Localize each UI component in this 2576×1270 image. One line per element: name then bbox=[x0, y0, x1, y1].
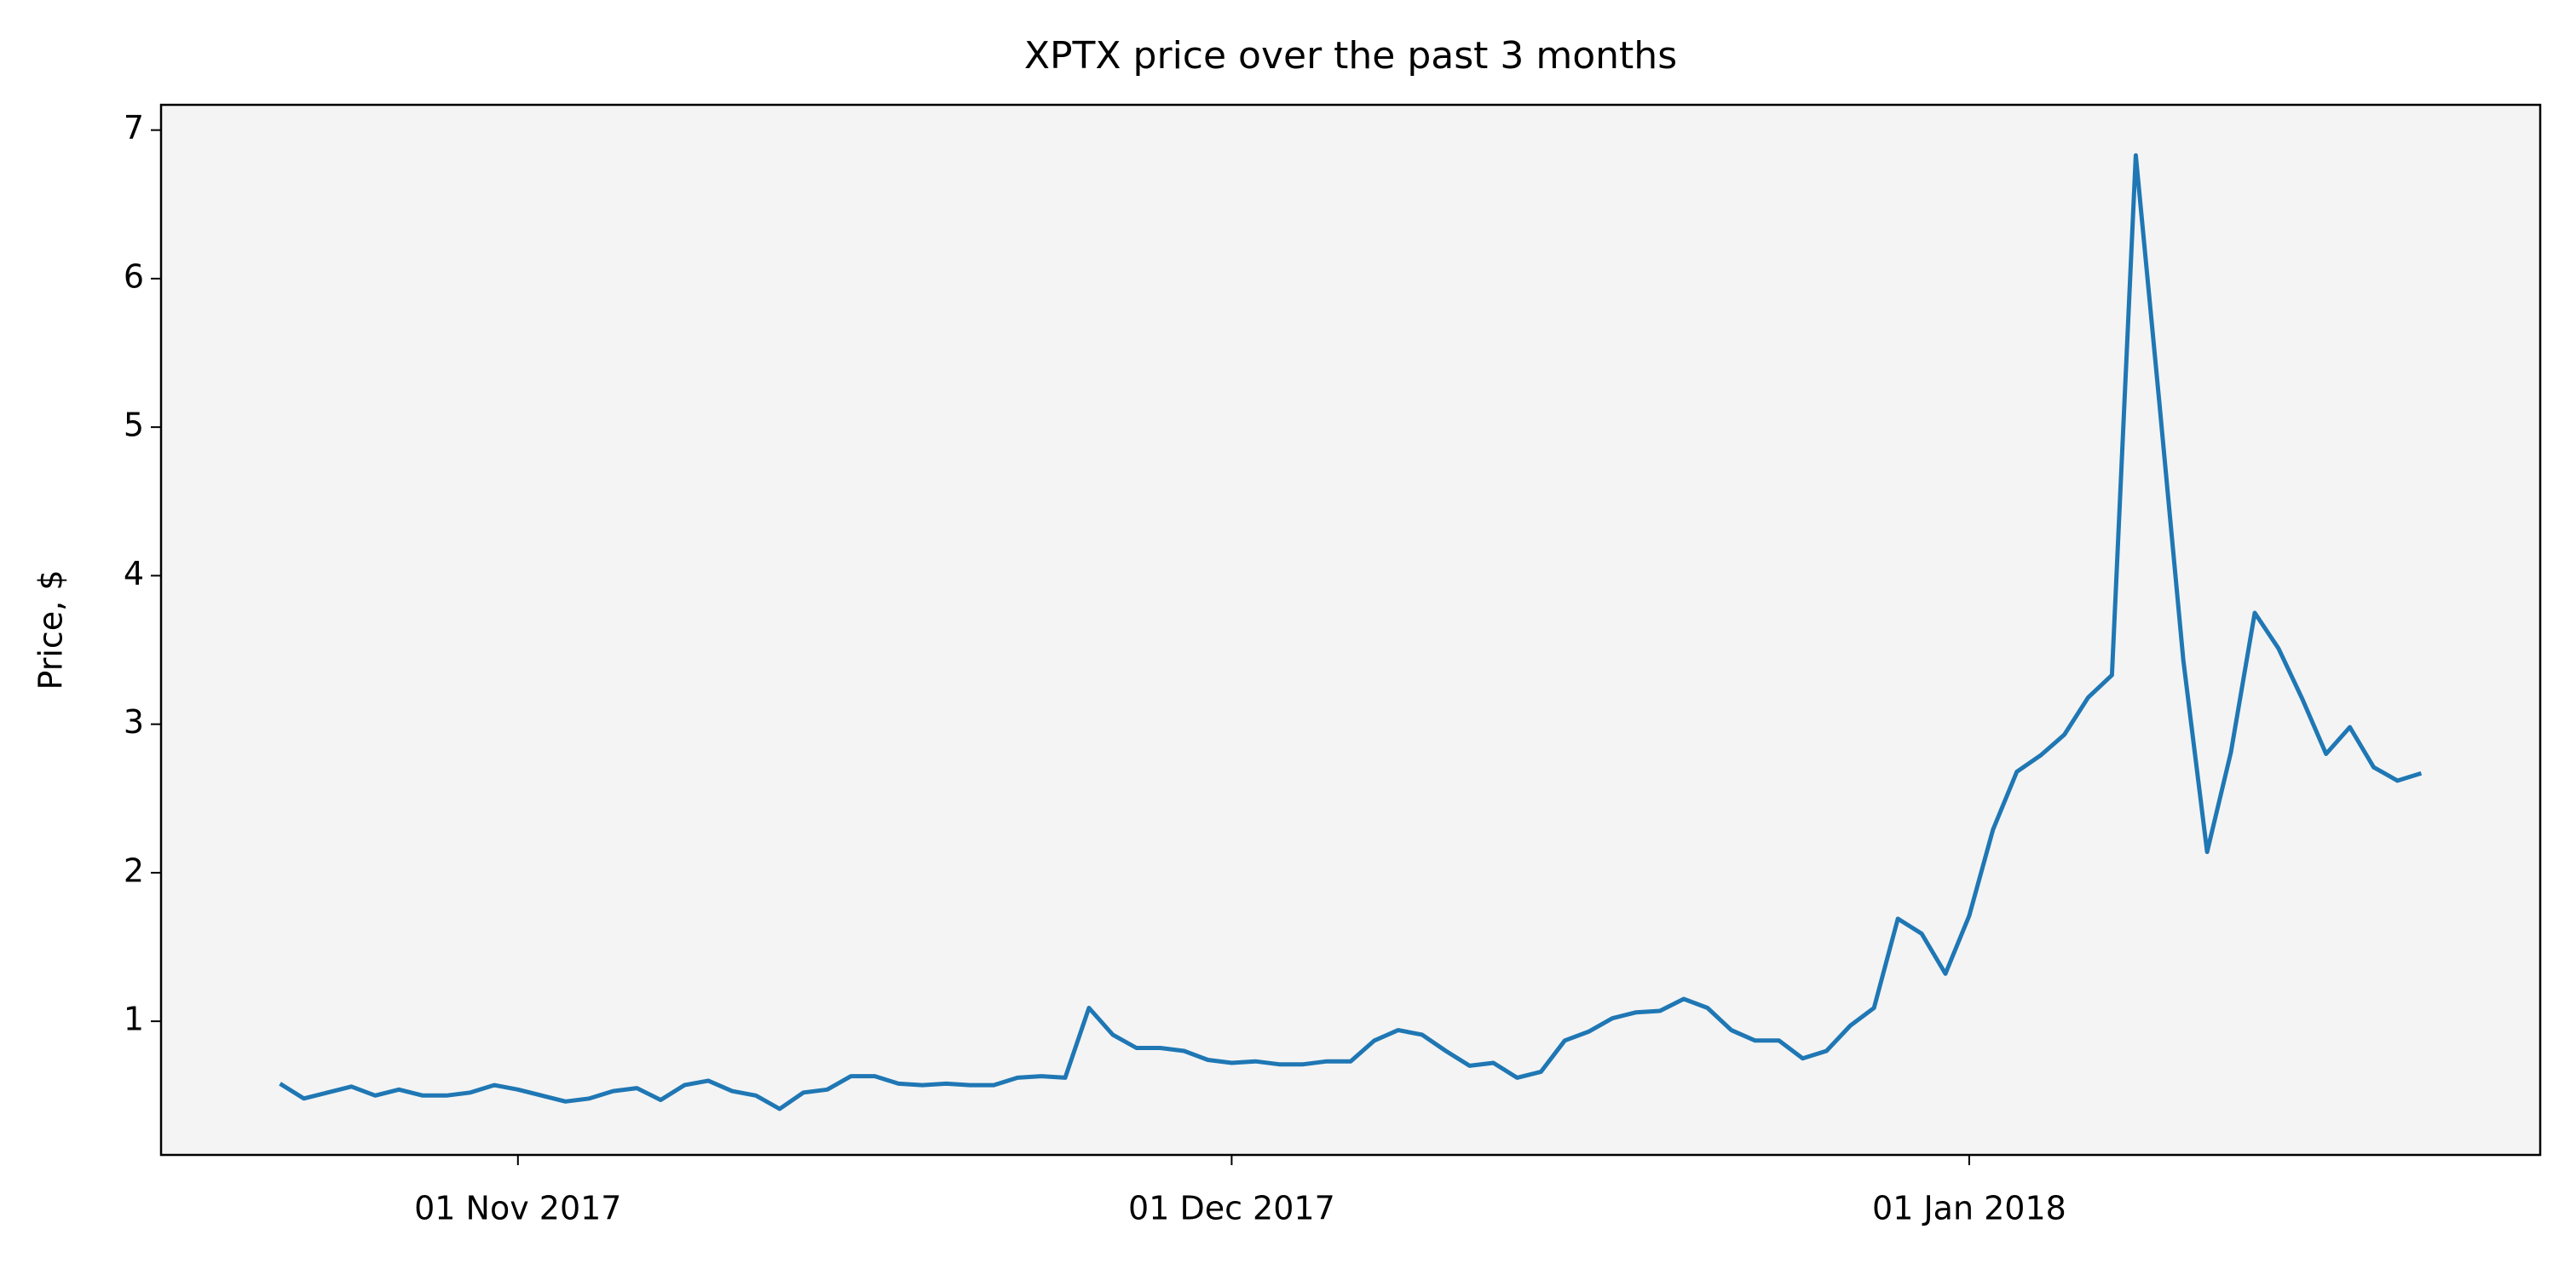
y-tick-label: 3 bbox=[124, 703, 144, 741]
x-tick-label: 01 Nov 2017 bbox=[414, 1190, 621, 1227]
y-tick-label: 1 bbox=[124, 1001, 144, 1038]
plot-area bbox=[161, 105, 2540, 1155]
price-line bbox=[279, 153, 2423, 1111]
y-tick-label: 4 bbox=[124, 555, 144, 592]
plot-frame bbox=[159, 103, 2542, 1157]
x-tick-label: 01 Dec 2017 bbox=[1128, 1190, 1335, 1227]
y-axis-label: Price, $ bbox=[32, 569, 70, 690]
y-tick-label: 6 bbox=[124, 257, 144, 295]
y-tick-label: 7 bbox=[124, 109, 144, 147]
chart-title: XPTX price over the past 3 months bbox=[1024, 34, 1677, 78]
x-tick-label: 01 Jan 2018 bbox=[1872, 1190, 2066, 1227]
y-tick-label: 5 bbox=[124, 407, 144, 444]
y-tick-label: 2 bbox=[124, 851, 144, 889]
